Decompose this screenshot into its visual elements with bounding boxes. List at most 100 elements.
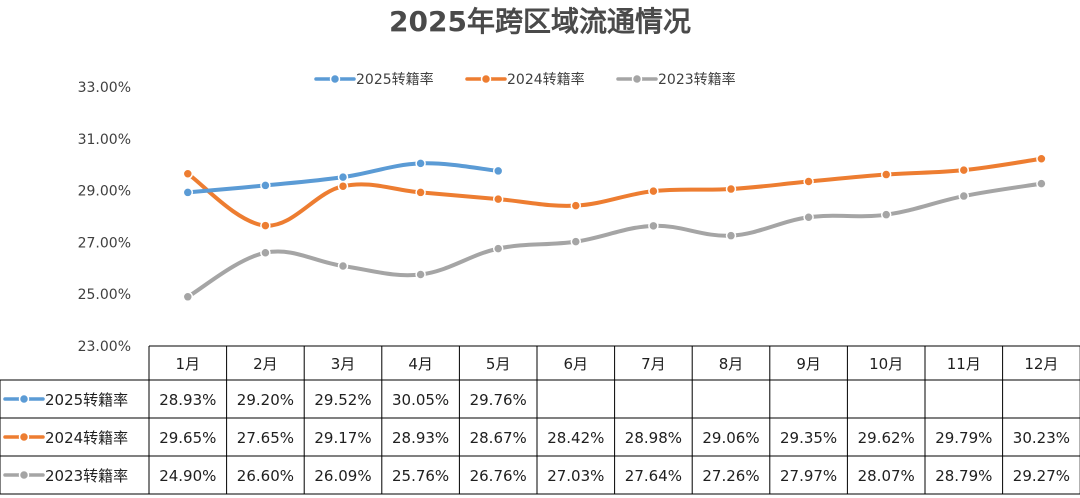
data-point (337, 171, 349, 183)
data-label: 28.98% (625, 429, 682, 447)
data-point (492, 193, 504, 205)
x-tick-label: 3月 (331, 355, 356, 373)
data-label: 29.06% (702, 429, 759, 447)
data-label: 29.52% (314, 391, 371, 409)
data-label: 29.79% (935, 429, 992, 447)
table-row: 2024转籍率 29.65% 27.65% 29.17% 28.93% 28.67% 28.… (3, 429, 1070, 447)
data-label: 29.65% (159, 429, 216, 447)
table-row: 2025转籍率 28.93% 29.20% 29.52% 30.05% 29.76% (3, 391, 527, 409)
legend-dot-marker (329, 73, 341, 85)
table-row: 2023转籍率 24.90% 26.60% 26.09% 25.76% 26.76% 27.… (3, 467, 1070, 485)
data-label: 27.26% (702, 467, 759, 485)
data-label: 28.79% (935, 467, 992, 485)
data-label: 28.42% (547, 429, 604, 447)
data-label: 30.23% (1013, 429, 1070, 447)
x-tick-label: 5月 (486, 355, 511, 373)
data-label: 29.20% (237, 391, 294, 409)
data-point (570, 236, 582, 247)
y-tick-label: 33.00% (78, 80, 131, 96)
data-label: 28.93% (159, 391, 216, 409)
legend: 2025转籍率 2024转籍率 2023转籍率 (314, 71, 736, 88)
data-label: 27.03% (547, 467, 604, 485)
data-point (570, 200, 582, 211)
data-point (415, 269, 426, 280)
row-label: 2023转籍率 (45, 467, 128, 485)
legend-item: 2024转籍率 (465, 71, 585, 88)
y-tick-label: 25.00% (78, 287, 131, 303)
x-tick-label: 9月 (796, 355, 821, 373)
data-point (182, 187, 194, 198)
data-label: 30.05% (392, 391, 449, 409)
data-label: 29.76% (470, 391, 527, 409)
data-point (260, 180, 271, 191)
data-point (958, 190, 970, 202)
legend-label: 2024转籍率 (507, 71, 585, 88)
data-label: 24.90% (159, 467, 216, 485)
legend-dot-marker (480, 73, 492, 85)
data-point (260, 220, 271, 231)
x-tick-label: 12月 (1024, 355, 1058, 373)
x-tick-label: 1月 (176, 355, 201, 373)
data-label: 26.09% (314, 467, 371, 485)
series-2025转籍率 (182, 158, 504, 198)
series-2024转籍率 (182, 153, 1047, 231)
data-point (492, 243, 504, 254)
y-axis: 23.00% 25.00% 27.00% 29.00% 31.00% 33.00% (78, 80, 131, 355)
data-label: 27.97% (780, 467, 837, 485)
legend-dot-marker (631, 73, 643, 85)
x-tick-label: 2月 (253, 355, 278, 373)
data-point (803, 176, 814, 187)
row-legend-dot (18, 393, 30, 405)
row-label: 2025转籍率 (45, 391, 128, 409)
data-point (1036, 178, 1047, 189)
data-label: 29.27% (1013, 467, 1070, 485)
y-tick-label: 31.00% (78, 132, 131, 148)
legend-label: 2025转籍率 (356, 71, 434, 88)
x-tick-label: 6月 (564, 355, 589, 373)
row-legend-dot (18, 469, 30, 481)
data-point (337, 180, 349, 192)
data-label: 28.93% (392, 429, 449, 447)
data-label: 27.64% (625, 467, 682, 485)
legend-item: 2025转籍率 (314, 71, 434, 88)
x-tick-label: 8月 (719, 355, 744, 373)
legend-item: 2023转籍率 (616, 71, 736, 88)
data-point (725, 183, 737, 195)
data-point (803, 212, 814, 223)
data-label: 29.62% (858, 429, 915, 447)
data-point (1036, 153, 1047, 164)
data-point (880, 209, 892, 220)
data-table: 1月 2月 3月 4月 5月 6月 7月 8月 9月 10月 11月 12月 2025转籍率 28.93%… (0, 345, 1080, 495)
y-tick-label: 27.00% (78, 235, 131, 251)
data-point (337, 260, 349, 272)
plot-area (182, 153, 1047, 303)
data-point (415, 158, 426, 169)
y-tick-label: 23.00% (78, 339, 131, 355)
data-point (725, 230, 737, 241)
data-label: 26.76% (470, 467, 527, 485)
data-point (260, 247, 271, 259)
series-line (185, 156, 1044, 228)
data-point (415, 187, 426, 198)
legend-label: 2023转籍率 (658, 71, 736, 88)
row-legend-dot (18, 431, 30, 443)
x-tick-label: 7月 (641, 355, 666, 373)
data-point (182, 291, 194, 303)
x-tick-label: 4月 (408, 355, 433, 373)
data-label: 28.67% (470, 429, 527, 447)
data-point (182, 168, 194, 180)
x-tick-label: 10月 (869, 355, 903, 373)
data-label: 27.65% (237, 429, 294, 447)
data-point (648, 220, 659, 232)
data-label: 25.76% (392, 467, 449, 485)
data-label: 26.60% (237, 467, 294, 485)
data-point (648, 185, 659, 197)
data-point (958, 164, 970, 176)
data-label: 29.17% (314, 429, 371, 447)
data-point (880, 169, 892, 180)
series-2023转籍率 (182, 178, 1047, 303)
chart-title: 2025年跨区域流通情况 (389, 5, 691, 38)
y-tick-label: 29.00% (78, 184, 131, 200)
data-label: 28.07% (858, 467, 915, 485)
